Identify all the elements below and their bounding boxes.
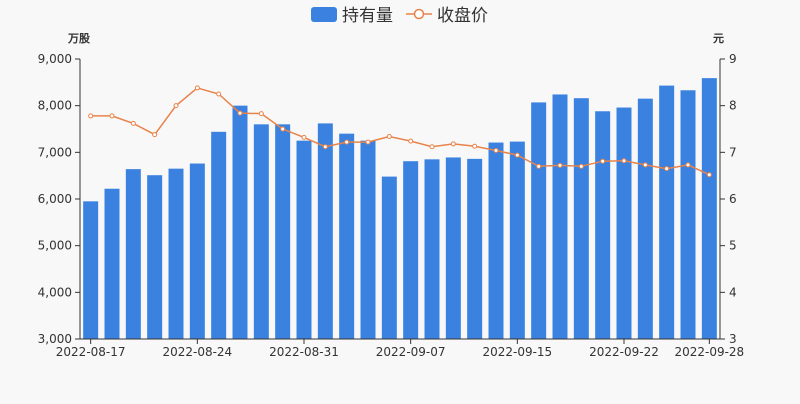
bar-holdings[interactable] — [680, 90, 696, 340]
close-price-point[interactable] — [600, 158, 606, 164]
left-tick-label: 4,000 — [38, 285, 72, 299]
left-axis-unit: 万股 — [67, 32, 91, 45]
x-tick-label: 2022-08-31 — [269, 345, 339, 359]
bar-holdings[interactable] — [339, 133, 355, 339]
bar-holdings[interactable] — [467, 158, 483, 339]
bar-holdings[interactable] — [488, 142, 504, 339]
left-tick-label: 8,000 — [38, 99, 72, 113]
right-tick-label: 8 — [729, 99, 737, 113]
x-tick-label: 2022-09-15 — [482, 345, 552, 359]
close-price-point[interactable] — [664, 166, 670, 172]
close-price-point[interactable] — [109, 113, 115, 119]
right-axis-unit: 元 — [713, 32, 724, 45]
close-price-point[interactable] — [429, 144, 435, 150]
bar-holdings[interactable] — [296, 140, 312, 339]
x-tick-label: 2022-09-28 — [674, 345, 744, 359]
left-tick-label: 5,000 — [38, 239, 72, 253]
bar-holdings[interactable] — [232, 105, 248, 340]
legend-label-close-price: 收盘价 — [437, 6, 488, 26]
right-tick-label: 9 — [729, 52, 737, 66]
close-price-point[interactable] — [280, 126, 286, 132]
x-tick-label: 2022-08-17 — [56, 345, 126, 359]
close-price-point[interactable] — [237, 110, 243, 116]
bar-holdings[interactable] — [381, 176, 397, 339]
bar-holdings[interactable] — [637, 98, 653, 340]
bar-holdings[interactable] — [659, 85, 675, 339]
bar-holdings[interactable] — [211, 131, 227, 339]
close-price-point[interactable] — [88, 113, 94, 119]
bar-holdings[interactable] — [403, 161, 419, 339]
close-price-point[interactable] — [152, 132, 158, 138]
close-price-point[interactable] — [472, 143, 478, 149]
right-tick-label: 4 — [729, 285, 737, 299]
close-price-point[interactable] — [258, 111, 264, 117]
axes — [79, 59, 721, 340]
bar-holdings[interactable] — [275, 124, 291, 339]
bar-holdings[interactable] — [168, 168, 184, 339]
close-price-point[interactable] — [685, 162, 691, 168]
close-price-point[interactable] — [194, 85, 200, 91]
close-price-point[interactable] — [216, 91, 222, 97]
legend-swatch-marker — [413, 8, 425, 20]
close-price-point[interactable] — [557, 162, 563, 168]
close-price-line — [90, 87, 710, 176]
legend-swatch-bar — [311, 7, 337, 22]
bar-holdings[interactable] — [445, 157, 461, 339]
close-price-point[interactable] — [130, 120, 136, 126]
close-price-point[interactable] — [621, 158, 627, 164]
close-price-point[interactable] — [301, 134, 307, 140]
close-price-point[interactable] — [493, 147, 499, 153]
left-tick-label: 6,000 — [38, 192, 72, 206]
close-price-point[interactable] — [706, 172, 712, 178]
bar-series — [83, 78, 717, 340]
close-price-point[interactable] — [408, 138, 414, 144]
x-tick-label: 2022-09-22 — [589, 345, 659, 359]
legend-item-holdings[interactable]: 持有量 — [311, 6, 393, 26]
right-tick-label: 6 — [729, 192, 737, 206]
left-tick-label: 9,000 — [38, 52, 72, 66]
close-price-point[interactable] — [386, 133, 392, 139]
bar-holdings[interactable] — [189, 163, 205, 339]
close-price-point[interactable] — [642, 162, 648, 168]
right-tick-label: 5 — [729, 239, 737, 253]
bar-holdings[interactable] — [701, 78, 717, 339]
bar-holdings[interactable] — [125, 169, 141, 339]
left-axis-ticks: 3,000 4,000 5,000 6,000 7,000 8,000 9,000 — [38, 52, 80, 346]
bar-holdings[interactable] — [509, 141, 525, 339]
bar-holdings[interactable] — [317, 123, 333, 340]
left-tick-label: 7,000 — [38, 145, 72, 159]
close-price-point[interactable] — [578, 163, 584, 169]
bar-holdings[interactable] — [531, 102, 547, 340]
bar-holdings[interactable] — [595, 111, 611, 340]
bar-holdings[interactable] — [424, 159, 440, 339]
bar-holdings[interactable] — [104, 188, 120, 339]
close-price-point[interactable] — [536, 163, 542, 169]
x-tick-label: 2022-09-07 — [376, 345, 446, 359]
bar-holdings[interactable] — [552, 94, 568, 339]
close-price-point[interactable] — [344, 139, 350, 145]
close-price-point[interactable] — [365, 139, 371, 145]
bar-holdings[interactable] — [616, 107, 632, 340]
legend[interactable]: 持有量 收盘价 — [311, 6, 488, 26]
x-axis-ticks: 2022-08-17 2022-08-24 2022-08-31 2022-09-07… — [56, 339, 744, 359]
legend-label-holdings: 持有量 — [342, 6, 393, 26]
legend-item-close-price[interactable]: 收盘价 — [406, 6, 488, 26]
bar-holdings[interactable] — [147, 175, 163, 339]
bar-holdings[interactable] — [253, 124, 269, 339]
close-price-point[interactable] — [173, 103, 179, 109]
line-series — [88, 85, 712, 178]
bar-holdings[interactable] — [360, 140, 376, 339]
right-axis-ticks: 3 4 5 6 7 8 9 — [720, 52, 737, 346]
right-tick-label: 7 — [729, 145, 737, 159]
bar-holdings[interactable] — [83, 201, 99, 339]
close-price-point[interactable] — [450, 141, 456, 147]
bar-holdings[interactable] — [573, 98, 589, 339]
x-tick-label: 2022-08-24 — [162, 345, 232, 359]
left-tick-label: 3,000 — [38, 332, 72, 346]
close-price-point[interactable] — [322, 144, 328, 150]
close-price-point[interactable] — [514, 152, 520, 158]
right-tick-label: 3 — [729, 332, 737, 346]
